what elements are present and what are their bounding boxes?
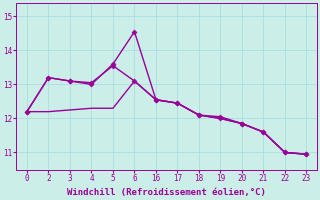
- X-axis label: Windchill (Refroidissement éolien,°C): Windchill (Refroidissement éolien,°C): [67, 188, 266, 197]
